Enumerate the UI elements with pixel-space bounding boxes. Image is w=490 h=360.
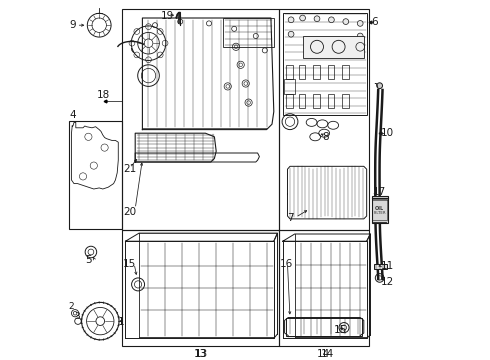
Bar	[286, 318, 362, 336]
Bar	[374, 264, 387, 269]
Bar	[286, 65, 293, 79]
Text: 3: 3	[74, 311, 80, 320]
Bar	[303, 36, 364, 58]
Bar	[279, 9, 369, 230]
Circle shape	[377, 83, 383, 89]
Text: 17: 17	[373, 186, 386, 197]
Text: 1: 1	[118, 317, 125, 327]
Circle shape	[288, 31, 294, 37]
Text: 14: 14	[320, 348, 334, 359]
Bar	[279, 230, 369, 346]
Circle shape	[343, 19, 349, 24]
Text: 7: 7	[288, 213, 294, 223]
Circle shape	[288, 17, 294, 23]
Circle shape	[357, 21, 363, 26]
Bar	[69, 121, 122, 229]
Bar	[299, 65, 305, 79]
Text: 20: 20	[123, 207, 136, 217]
Text: 4: 4	[69, 110, 76, 120]
Text: 15: 15	[334, 325, 347, 336]
Text: 14: 14	[317, 348, 330, 359]
Bar	[372, 196, 388, 223]
Bar	[286, 94, 293, 108]
Text: 12: 12	[381, 276, 394, 287]
Bar	[283, 13, 368, 115]
Circle shape	[314, 16, 320, 22]
Text: 16: 16	[280, 258, 294, 269]
Text: 11: 11	[381, 261, 394, 271]
Text: 13: 13	[194, 348, 207, 359]
Circle shape	[357, 33, 363, 39]
Circle shape	[328, 17, 334, 23]
Text: 15: 15	[122, 258, 136, 269]
Text: 9: 9	[69, 20, 76, 30]
Text: OIL: OIL	[375, 206, 384, 211]
Bar	[342, 94, 349, 108]
Text: 6: 6	[372, 17, 378, 27]
Text: 13: 13	[195, 348, 208, 359]
Bar	[122, 9, 279, 230]
Bar	[314, 65, 320, 79]
Bar	[223, 18, 274, 47]
Text: 19: 19	[160, 11, 173, 21]
Bar	[284, 79, 295, 94]
Bar	[342, 65, 349, 79]
Text: 5: 5	[85, 255, 92, 265]
Bar	[328, 65, 334, 79]
Text: 21: 21	[123, 164, 137, 174]
Bar	[372, 199, 387, 220]
Text: 8: 8	[322, 132, 329, 142]
Text: FILTER: FILTER	[373, 211, 386, 215]
Circle shape	[300, 15, 305, 21]
Text: 2: 2	[69, 302, 74, 311]
Bar	[314, 94, 320, 108]
Text: 10: 10	[381, 128, 394, 138]
Bar	[299, 94, 305, 108]
Bar	[328, 94, 334, 108]
Bar	[122, 230, 279, 346]
Text: 18: 18	[97, 90, 110, 100]
